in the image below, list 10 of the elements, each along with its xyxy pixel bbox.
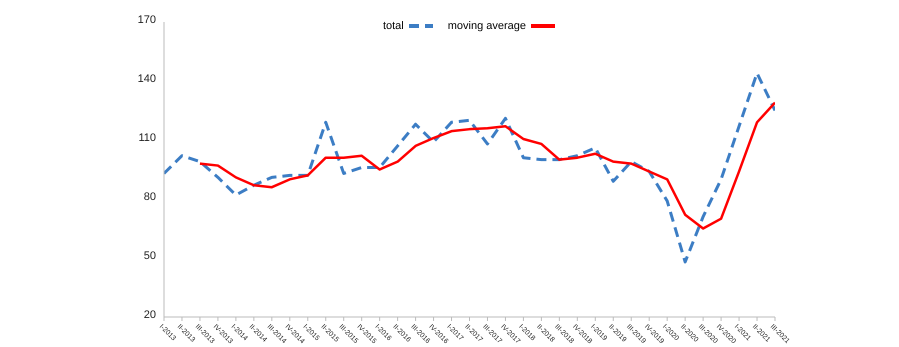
- y-tick-label: 50: [144, 250, 156, 262]
- line-series: [164, 72, 775, 264]
- y-tick-label: 170: [138, 14, 156, 26]
- y-tick-label: 110: [138, 132, 156, 144]
- y-tick-label: 80: [144, 191, 156, 203]
- line-series: [198, 101, 775, 230]
- legend-label: total: [382, 20, 404, 32]
- y-tick-label: 20: [144, 309, 156, 321]
- legend-label: moving average: [448, 20, 526, 32]
- y-tick-label: 140: [138, 73, 156, 85]
